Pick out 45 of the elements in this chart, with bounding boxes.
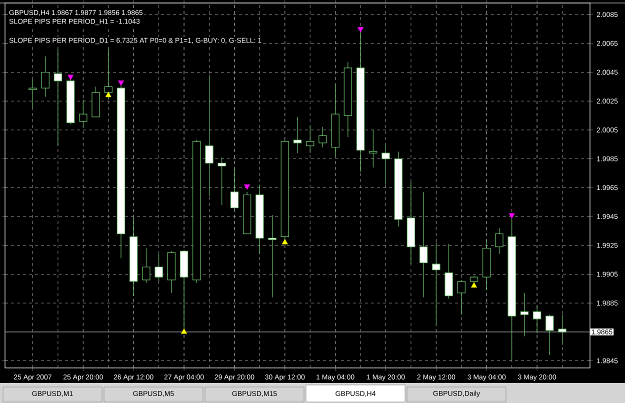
point: [508, 213, 515, 218]
candlestick: [331, 84, 340, 156]
point: [471, 282, 477, 288]
candlestick: [382, 142, 390, 186]
candlestick: [268, 214, 276, 298]
candlestick: [54, 48, 62, 146]
candlestick: [130, 218, 138, 296]
candlestick: [344, 62, 352, 138]
candlestick: [242, 192, 252, 234]
point: [68, 74, 74, 80]
candlestick: [546, 314, 554, 356]
candlestick: [142, 248, 150, 284]
candlestick: [79, 99, 88, 128]
candlestick: [167, 250, 176, 294]
candlestick: [419, 192, 428, 298]
candlestick: [218, 157, 226, 206]
point: [358, 27, 364, 32]
candlestick: [520, 292, 529, 337]
candlestick: [192, 140, 201, 284]
candlestick: [444, 244, 453, 300]
candlestick: [532, 306, 542, 334]
candlestick: [293, 116, 302, 154]
candlestick: [432, 242, 440, 326]
candlestick: [41, 56, 50, 98]
candlestick: [306, 125, 314, 154]
point: [105, 92, 112, 98]
candlestick: [205, 74, 214, 197]
candlestick: [256, 184, 264, 254]
candlestick: [230, 168, 239, 210]
candlestick: [28, 79, 37, 109]
candlestick: [369, 130, 378, 168]
candlestick: [92, 86, 100, 118]
candlestick: [104, 48, 112, 100]
candlestick: [394, 151, 402, 227]
candlestick: [558, 314, 566, 346]
point: [181, 328, 188, 334]
candlestick: [406, 182, 416, 264]
point: [244, 184, 250, 190]
candlestick: [495, 228, 504, 254]
point: [118, 80, 124, 86]
candlestick: [457, 280, 466, 315]
candlestick: [154, 254, 163, 282]
candlestick: [318, 126, 327, 148]
candlestick: [482, 239, 491, 290]
point: [282, 239, 288, 244]
